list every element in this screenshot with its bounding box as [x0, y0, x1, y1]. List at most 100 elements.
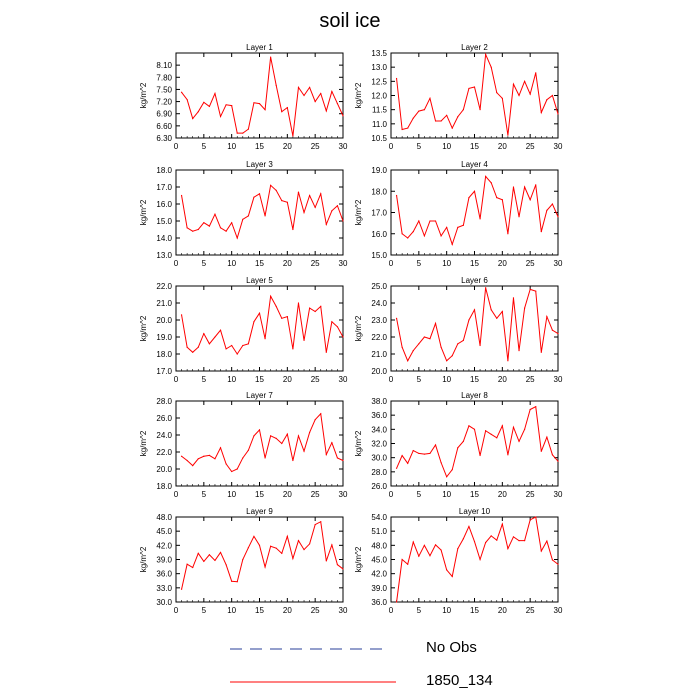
plot-frame	[390, 285, 559, 372]
data-point	[192, 566, 194, 569]
data-point	[529, 288, 531, 290]
data-point	[197, 228, 199, 231]
data-point	[342, 220, 344, 222]
data-point	[270, 435, 272, 437]
data-point	[407, 127, 409, 129]
data-point	[473, 309, 476, 311]
x-tick-label: 5	[202, 142, 207, 151]
data-point	[258, 429, 261, 431]
panel-title: Layer 4	[461, 160, 488, 169]
y-tick-label: 21.0	[156, 299, 172, 308]
legend-item-1850-134: 1850_134	[230, 670, 530, 694]
data-point	[231, 105, 233, 107]
data-point	[479, 109, 481, 111]
data-point	[479, 558, 481, 561]
x-tick-label: 0	[174, 142, 179, 151]
data-point	[434, 444, 437, 446]
y-tick-label: 42.0	[156, 541, 172, 550]
data-point	[180, 455, 183, 457]
y-tick-label: 30.0	[156, 598, 172, 607]
data-point	[214, 92, 216, 95]
data-point	[342, 568, 344, 570]
data-point	[253, 196, 255, 198]
data-point	[462, 538, 464, 540]
x-tick-label: 0	[174, 490, 179, 499]
data-point	[214, 458, 216, 460]
x-tick-label: 30	[554, 375, 563, 384]
y-axis-label: kg/m^2	[139, 82, 148, 108]
series-line	[396, 516, 559, 603]
data-point	[247, 343, 249, 345]
data-point	[468, 197, 470, 199]
data-point	[242, 457, 244, 459]
x-tick-label: 5	[202, 490, 207, 499]
data-point	[457, 116, 459, 118]
data-point	[418, 110, 420, 112]
y-tick-label: 15.0	[156, 217, 172, 226]
data-point	[535, 72, 537, 74]
data-point	[418, 452, 420, 455]
data-point	[412, 541, 414, 543]
data-point	[186, 227, 188, 229]
x-tick-label: 15	[255, 490, 264, 499]
data-point	[275, 84, 277, 86]
data-point	[203, 455, 205, 457]
y-tick-label: 26.0	[156, 414, 172, 423]
data-point	[314, 310, 316, 313]
y-tick-label: 26.0	[371, 482, 387, 491]
plot-frame	[175, 516, 344, 603]
data-point	[297, 435, 300, 437]
data-point	[546, 209, 548, 211]
data-point	[303, 450, 305, 452]
data-point	[192, 230, 194, 232]
data-point	[286, 433, 288, 435]
y-tick-label: 20.0	[371, 367, 387, 376]
data-point	[242, 558, 244, 561]
x-tick-label: 0	[389, 375, 394, 384]
data-point	[440, 120, 442, 122]
data-point	[258, 103, 261, 105]
x-tick-label: 5	[202, 259, 207, 268]
data-point	[336, 205, 339, 207]
data-point	[412, 350, 414, 352]
data-point	[507, 454, 509, 456]
chart-panel: Layer 3 kg/m^2 0 5 10 15 20 25 30 13.0 14.0 15.0 16.…	[139, 160, 348, 268]
y-tick-label: 13.5	[371, 49, 387, 58]
chart-panel: Layer 7 kg/m^2 0 5 10 15 20 25 30 18.0 20.0 22.0 24.…	[139, 391, 348, 499]
data-point	[412, 231, 414, 233]
data-point	[535, 406, 537, 408]
y-tick-label: 8.10	[156, 61, 172, 70]
data-point	[429, 452, 431, 455]
data-point	[501, 425, 503, 427]
data-point	[479, 454, 481, 457]
data-point	[496, 539, 498, 541]
data-point	[518, 216, 520, 218]
chart-panel: Layer 10 kg/m^2 0 5 10 15 20 25 30 36.0 39.0 42.0 45…	[354, 507, 563, 615]
data-point	[540, 351, 542, 353]
series-line	[181, 56, 344, 137]
data-point	[281, 552, 283, 554]
data-point	[214, 336, 216, 338]
data-point	[546, 316, 548, 318]
x-tick-label: 30	[554, 490, 563, 499]
data-point	[507, 233, 509, 235]
data-point	[247, 449, 249, 451]
data-point	[446, 569, 448, 571]
data-point	[325, 453, 327, 456]
x-tick-label: 20	[498, 259, 507, 268]
data-point	[219, 227, 222, 229]
data-point	[208, 454, 210, 456]
data-point	[180, 194, 183, 197]
chart-panel: Layer 6 kg/m^2 0 5 10 15 20 25 30 20.0 21.0 22.0 23.…	[354, 276, 563, 384]
data-point	[468, 87, 470, 90]
x-tick-label: 15	[470, 606, 479, 615]
data-point	[501, 310, 503, 313]
data-point	[253, 535, 255, 537]
x-tick-label: 25	[526, 606, 535, 615]
data-point	[180, 314, 183, 316]
x-tick-label: 25	[526, 142, 535, 151]
data-point	[485, 287, 487, 289]
x-tick-label: 20	[498, 490, 507, 499]
data-point	[490, 66, 492, 68]
data-point	[197, 552, 199, 554]
